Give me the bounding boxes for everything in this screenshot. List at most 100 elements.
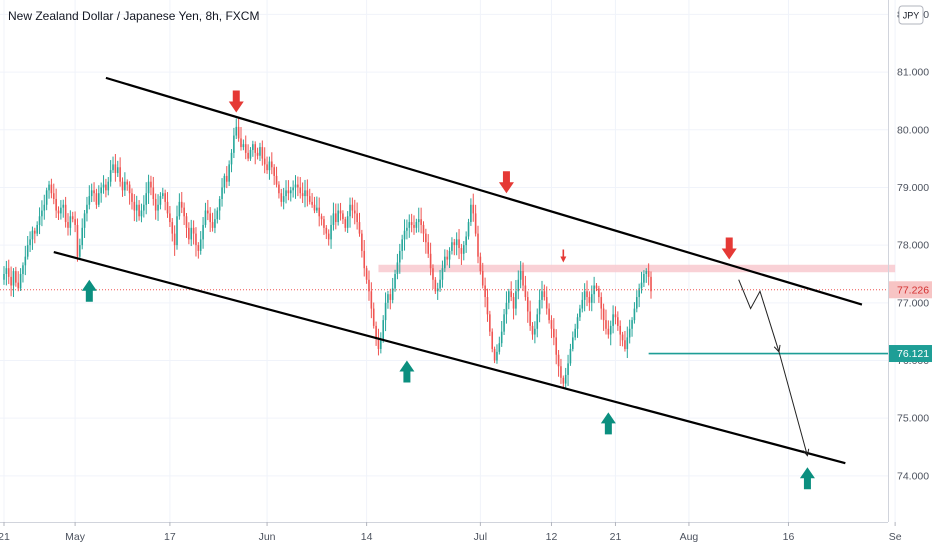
- current-price-tag-label: 77.226: [897, 284, 929, 296]
- candle-bull: [91, 184, 93, 202]
- candle-body: [266, 164, 268, 170]
- candle-bear: [551, 315, 553, 338]
- candle-body: [169, 213, 171, 222]
- candle-body: [631, 320, 633, 329]
- candle-bear: [238, 117, 240, 142]
- candle-body: [349, 205, 351, 217]
- candle-bear: [264, 147, 266, 173]
- x-tick-label: May: [65, 531, 86, 543]
- candle-body: [555, 337, 557, 354]
- candle-bear: [619, 320, 621, 346]
- candle-bear: [226, 166, 228, 188]
- candle-bear: [454, 239, 456, 255]
- candle-bull: [581, 292, 583, 312]
- candle-bull: [541, 281, 543, 309]
- candle-bull: [36, 221, 38, 236]
- price-axis[interactable]: 74.00075.00076.00077.00078.00079.00080.0…: [897, 9, 929, 482]
- candle-bear: [155, 194, 157, 220]
- candle-body: [612, 314, 614, 326]
- candle-body: [70, 216, 72, 228]
- candle-body: [167, 202, 169, 214]
- candle-bear: [171, 218, 173, 241]
- candle-bull: [100, 183, 102, 203]
- candle-body: [41, 211, 43, 217]
- candle-body: [382, 320, 384, 340]
- candle-body: [503, 314, 505, 331]
- candle-bear: [427, 234, 429, 258]
- candle-bull: [157, 194, 159, 221]
- candle-body: [643, 274, 645, 283]
- candle-body: [491, 332, 493, 349]
- candle-bear: [318, 198, 320, 227]
- candle-body: [273, 167, 275, 176]
- candle-body: [134, 202, 136, 211]
- candle-body: [470, 205, 472, 222]
- candle-bear: [375, 322, 377, 346]
- candle-body: [480, 257, 482, 271]
- candle-bull: [380, 332, 382, 353]
- candle-bull: [27, 236, 29, 260]
- candle-body: [257, 153, 259, 156]
- candle-body: [228, 164, 230, 181]
- candle-bear: [373, 303, 375, 329]
- candle-body: [22, 265, 24, 274]
- candle-bear: [8, 260, 10, 284]
- candle-body: [311, 202, 313, 205]
- candle-body: [198, 245, 200, 251]
- currency-button[interactable]: JPY: [899, 6, 923, 24]
- candle-bull: [347, 211, 349, 233]
- candle-body: [143, 205, 145, 211]
- candle-body: [65, 205, 67, 222]
- candle-bear: [553, 318, 555, 345]
- candle-bear: [77, 218, 79, 261]
- candle-bear: [589, 291, 591, 310]
- candle-bull: [404, 219, 406, 250]
- candle-bear: [366, 266, 368, 284]
- candle-body: [321, 216, 323, 219]
- candle-body: [560, 366, 562, 378]
- candle-bear: [323, 216, 325, 235]
- candle-bull: [536, 309, 538, 338]
- candle-bear: [361, 230, 363, 258]
- candle-body: [425, 234, 427, 243]
- candle-body: [171, 222, 173, 234]
- candle-bull: [112, 157, 114, 173]
- time-axis[interactable]: 21 May 17 Jun 14 Jul 12 21 Aug 16 Se: [0, 522, 902, 543]
- candle-body: [371, 291, 373, 308]
- candle-bull: [89, 185, 91, 209]
- y-tick-label: 74.000: [897, 470, 929, 482]
- candle-bull: [148, 175, 150, 204]
- candle-body: [124, 182, 126, 191]
- candle-bull: [81, 218, 83, 249]
- candle-bull: [501, 321, 503, 347]
- candle-bear: [544, 285, 546, 301]
- candle-body: [96, 193, 98, 205]
- candle-bull: [349, 198, 351, 228]
- candle-body: [89, 196, 91, 205]
- candle-bear: [195, 227, 197, 256]
- candle-bear: [615, 306, 617, 324]
- candle-bear: [240, 127, 242, 151]
- candle-bull: [612, 305, 614, 333]
- candle-bear: [487, 289, 489, 322]
- candle-body: [522, 271, 524, 285]
- candle-bull: [408, 214, 410, 237]
- candle-body: [74, 219, 76, 225]
- candle-body: [307, 190, 309, 196]
- y-tick-label: 78.000: [897, 240, 929, 252]
- candle-bull: [503, 309, 505, 335]
- candle-bear: [475, 205, 477, 237]
- candle-bear: [603, 304, 605, 331]
- candle-body: [636, 297, 638, 309]
- candle-body: [309, 196, 311, 202]
- up-arrow: [82, 280, 97, 302]
- candle-bull: [39, 207, 41, 234]
- candle-body: [280, 193, 282, 202]
- candle-body: [326, 228, 328, 234]
- candle-bull: [508, 289, 510, 309]
- candle-bull: [584, 283, 586, 311]
- candle-body: [3, 274, 5, 280]
- candle-bear: [119, 157, 121, 186]
- candle-body: [243, 144, 245, 147]
